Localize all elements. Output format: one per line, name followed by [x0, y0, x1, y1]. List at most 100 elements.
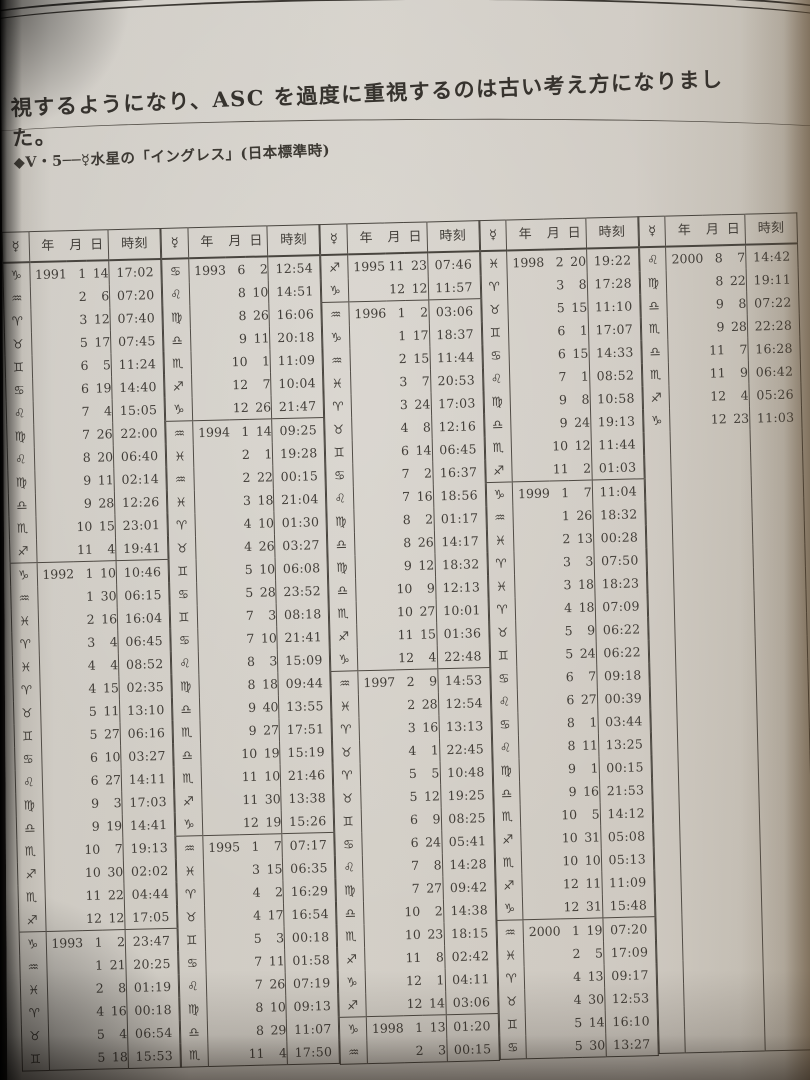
day-cell: 11: [268, 953, 285, 969]
day-cell: 14: [588, 1014, 605, 1030]
zodiac-sign-cell: ♏: [493, 804, 521, 828]
year-cell: [666, 270, 704, 294]
month-cell: 1: [561, 508, 571, 524]
month-cell: [717, 821, 737, 844]
time-cell: 09:18: [596, 663, 650, 688]
year-cell: [38, 608, 76, 632]
day-cell: 7: [737, 249, 746, 265]
day-cell: 19: [265, 814, 282, 830]
time-cell: 22:28: [747, 313, 800, 338]
year-cell: [194, 466, 232, 490]
day-cell: 8: [578, 276, 587, 292]
day-cell: 3: [113, 795, 122, 811]
zodiac-sign-cell: [643, 431, 671, 456]
time-cell: 03:06: [445, 989, 498, 1015]
zodiac-sign-cell: [652, 776, 680, 801]
time-cell: 13:13: [438, 714, 492, 739]
day-cell: 27: [104, 772, 122, 788]
year-cell: [349, 324, 387, 348]
zodiac-sign-cell: ♋: [491, 712, 519, 737]
zodiac-sign-cell: [655, 914, 683, 939]
time-cell: 14:12: [599, 801, 653, 826]
time-cell: 07:19: [285, 970, 339, 996]
year-cell: 1992: [36, 561, 75, 587]
day-cell: 18: [257, 492, 274, 508]
day-cell: [740, 981, 764, 1005]
month-cell: 6: [90, 772, 99, 788]
zodiac-sign-cell: ♋: [161, 258, 189, 283]
time-cell: 17:28: [586, 271, 640, 296]
month-cell: [708, 430, 728, 453]
time-cell: 19:28: [272, 441, 326, 466]
year-cell: [674, 569, 712, 593]
day-cell: 23: [410, 257, 428, 273]
year-cell: [204, 904, 242, 928]
month-cell: 1: [73, 561, 94, 586]
day-cell: 2: [102, 929, 126, 954]
time-cell: 06:22: [595, 640, 649, 665]
time-cell: 18:32: [434, 552, 488, 577]
day-cell: [735, 752, 759, 776]
zodiac-sign-cell: ♎: [640, 293, 668, 318]
day-cell: 10: [259, 561, 276, 577]
time-cell: 05:13: [600, 847, 654, 872]
month-cell: 10: [396, 603, 414, 620]
year-cell: [353, 485, 391, 509]
zodiac-sign-cell: ♉: [325, 417, 353, 441]
day-cell: [731, 591, 755, 615]
zodiac-sign-cell: ♈: [333, 763, 361, 787]
ingress-row: ♐ 11 2 01:03: [485, 455, 644, 483]
month-cell: 8: [714, 250, 723, 266]
month-cell: 1: [560, 918, 581, 943]
year-cell: [680, 822, 718, 846]
year-cell: 1993: [45, 930, 84, 955]
zodiac-sign-cell: [654, 868, 682, 893]
time-cell: 04:11: [444, 966, 498, 992]
time-cell: 08:18: [276, 601, 330, 627]
month-cell: 4: [572, 968, 582, 985]
day-cell: 21: [109, 957, 126, 973]
year-cell: 2000: [671, 250, 704, 267]
time-cell: 18:23: [594, 571, 647, 596]
month-cell: 5: [574, 1014, 583, 1031]
year-cell: [350, 370, 388, 394]
zodiac-sign-cell: ♑: [322, 325, 350, 350]
day-cell: 11: [97, 472, 114, 488]
month-cell: [710, 522, 730, 545]
year-cell: [512, 458, 550, 482]
zodiac-sign-cell: ♓: [488, 574, 516, 599]
time-cell: 04:44: [124, 881, 177, 907]
day-cell: 22: [256, 469, 274, 485]
zodiac-sign-cell: ♈: [497, 966, 525, 990]
time-cell: 12:16: [431, 414, 484, 439]
zodiac-sign-cell: ♎: [180, 1020, 208, 1044]
mercury-ingress-table: ☿ 年月日時刻 ♑ 1991 1 14 17:02 ♒ 2 6 07:20 ♈ 3 12 07:40 ♉ 5 17…: [1, 212, 810, 1072]
day-cell: 16: [416, 488, 433, 504]
zodiac-sign-cell: ♐: [339, 993, 367, 1018]
day-cell: 19: [106, 818, 123, 834]
month-cell: [718, 867, 738, 890]
time-cell: 08:25: [440, 806, 494, 831]
day-cell: 26: [576, 507, 593, 523]
day-cell: 1: [430, 742, 439, 758]
zodiac-sign-cell: [653, 822, 681, 847]
day-cell: 10: [584, 852, 601, 868]
year-cell: [355, 577, 393, 601]
time-cell: 01:58: [284, 947, 338, 973]
year-cell: [42, 769, 80, 793]
day-cell: 1: [264, 446, 273, 462]
month-cell: [711, 568, 731, 591]
year-cell: [361, 808, 399, 832]
zodiac-sign-cell: ♏: [174, 766, 202, 790]
year-cell: [524, 965, 562, 989]
year-cell: [31, 331, 69, 355]
zodiac-sign-cell: ♒: [340, 1040, 368, 1065]
zodiac-sign-cell: ♍: [172, 674, 200, 698]
time-cell: 19:41: [115, 535, 169, 561]
day-cell: 9: [432, 811, 441, 827]
year-cell: [36, 538, 74, 562]
month-cell: [721, 982, 741, 1005]
zodiac-sign-cell: ♌: [492, 735, 520, 760]
year-cell: [42, 792, 80, 816]
zodiac-sign-cell: ♒: [331, 670, 359, 695]
